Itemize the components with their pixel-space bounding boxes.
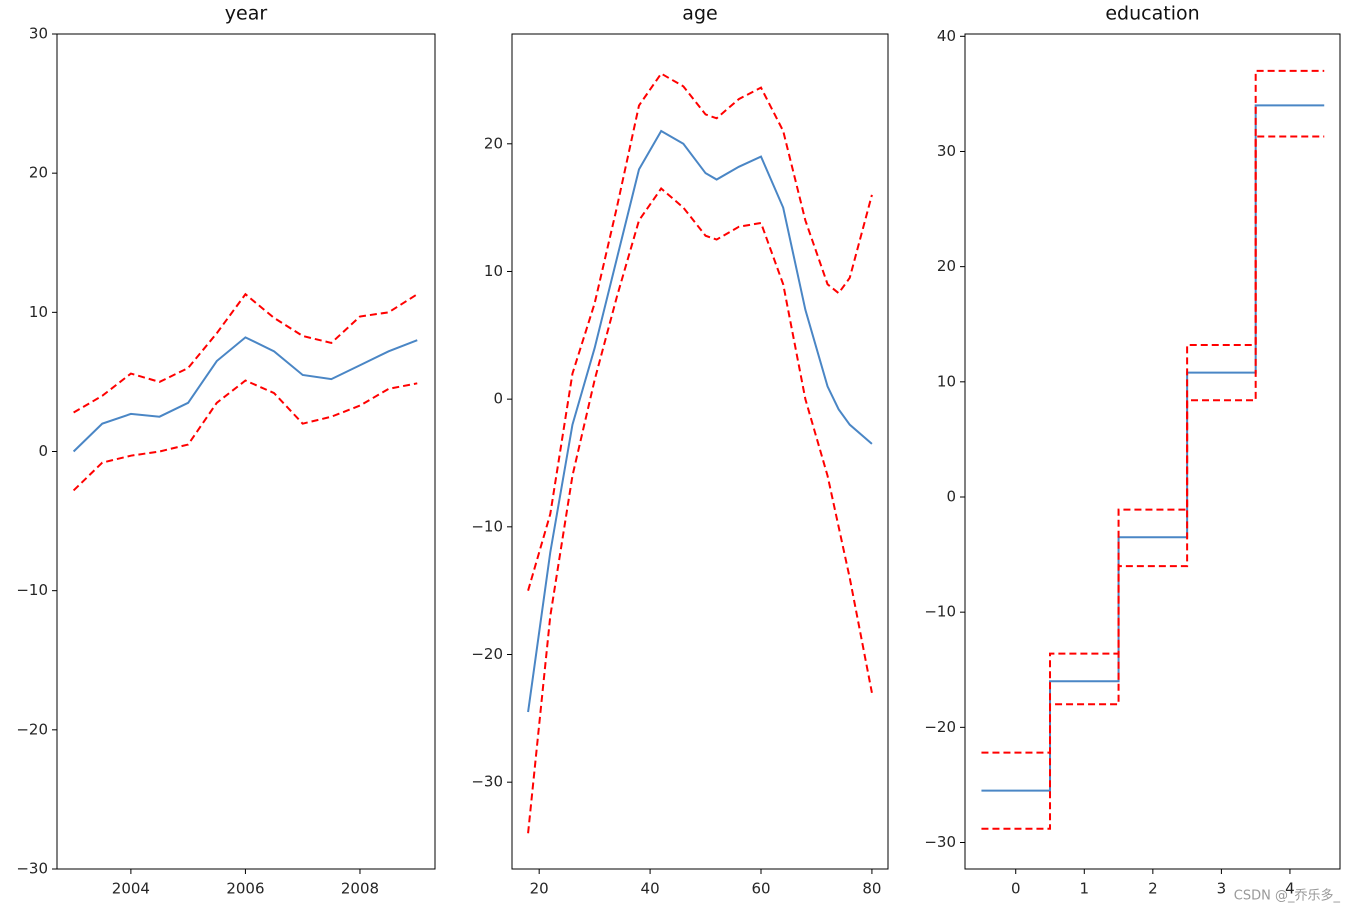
y-tick-label: 30 [29,25,48,43]
x-tick-label: 0 [1011,880,1021,898]
axes-frame [964,33,1341,870]
chart-title: education [1105,3,1199,25]
line-series [527,129,873,713]
y-tick-label: −30 [16,860,48,878]
y-tick-label: 20 [937,257,956,275]
y-tick-label: 0 [493,390,503,408]
y-tick-label: −20 [924,718,956,736]
chart-title: age [682,3,717,25]
x-tick-label: 2006 [226,880,264,898]
y-tick-label: 10 [484,262,503,280]
y-tick-label: −20 [16,720,48,738]
line-series [981,69,1325,754]
y-tick-label: −10 [16,581,48,599]
line-series [527,187,873,834]
y-tick-label: −30 [924,833,956,851]
line-series [73,292,418,414]
line-series [72,336,418,453]
y-tick-label: 20 [29,164,48,182]
y-tick-label: 30 [937,142,956,160]
y-tick-label: −30 [471,773,503,791]
y-tick-label: 0 [946,487,956,505]
y-tick-label: −10 [924,603,956,621]
x-tick-label: 4 [1285,880,1295,898]
x-tick-label: 1 [1080,880,1090,898]
line-series [527,72,873,591]
axes-frame [511,33,889,870]
y-tick-label: 10 [29,303,48,321]
x-tick-label: 60 [751,880,770,898]
x-tick-label: 2008 [341,880,379,898]
y-tick-label: 40 [937,27,956,45]
y-tick-label: 20 [484,134,503,152]
y-tick-label: 0 [38,442,48,460]
y-tick-label: −20 [471,645,503,663]
x-tick-label: 3 [1217,880,1227,898]
y-tick-label: −10 [471,517,503,535]
axes-frame [56,33,436,870]
x-tick-label: 40 [641,880,660,898]
x-tick-label: 80 [862,880,881,898]
line-series [981,135,1325,830]
line-series [72,379,418,492]
line-series [981,104,1325,792]
watermark: CSDN @_乔乐多_ [1234,888,1341,904]
x-tick-label: 2 [1148,880,1158,898]
x-tick-label: 20 [530,880,549,898]
x-tick-label: 2004 [112,880,150,898]
chart-title: year [225,3,268,25]
y-tick-label: 10 [937,372,956,390]
